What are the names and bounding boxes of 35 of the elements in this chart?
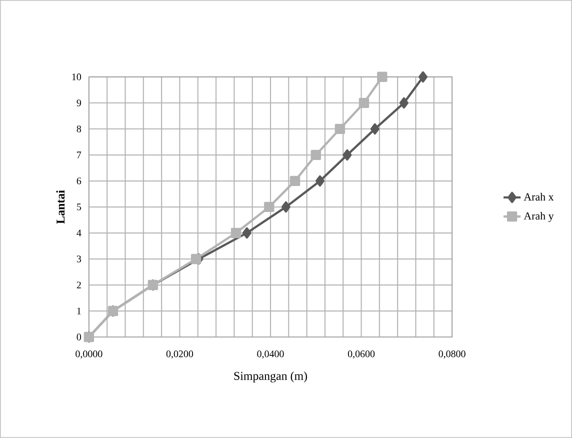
point: [242, 227, 252, 239]
y-tick-label: 1: [77, 308, 81, 314]
point: [290, 176, 300, 186]
point: [316, 175, 324, 187]
legend-label: Arah x: [524, 192, 554, 201]
y-tick-label: 9: [76, 100, 82, 106]
y-tick-label: 5: [77, 204, 82, 210]
point: [377, 72, 388, 82]
point: [310, 150, 321, 160]
y-axis-title: Lantai: [56, 190, 65, 224]
point: [342, 149, 352, 161]
legend-label: Arah y: [524, 212, 554, 222]
point: [190, 254, 202, 264]
y-tick-label: 3: [76, 256, 82, 262]
point: [418, 71, 428, 83]
y-tick-label: 0: [76, 334, 82, 340]
x-tick-label: 0,0400: [257, 350, 284, 359]
y-tick-label: 8: [76, 126, 82, 132]
point: [264, 202, 274, 212]
point: [230, 228, 242, 238]
point: [358, 98, 370, 108]
point: [370, 123, 380, 135]
x-tick-label: 0,0600: [348, 350, 375, 359]
x-tick-label: 0,0800: [438, 350, 466, 359]
x-tick-label: 0,0200: [166, 350, 194, 359]
y-tick-label: 2: [76, 282, 81, 288]
y-tick-label: 10: [72, 74, 82, 80]
point: [281, 201, 290, 213]
point: [334, 124, 346, 134]
y-tick-label: 6: [76, 178, 82, 184]
x-tick-label: 0,0000: [76, 350, 102, 359]
x-axis-title: Simpangan (m): [234, 372, 308, 382]
point: [399, 97, 408, 109]
y-tick-label: 7: [77, 152, 82, 158]
y-tick-label: 4: [76, 230, 82, 236]
